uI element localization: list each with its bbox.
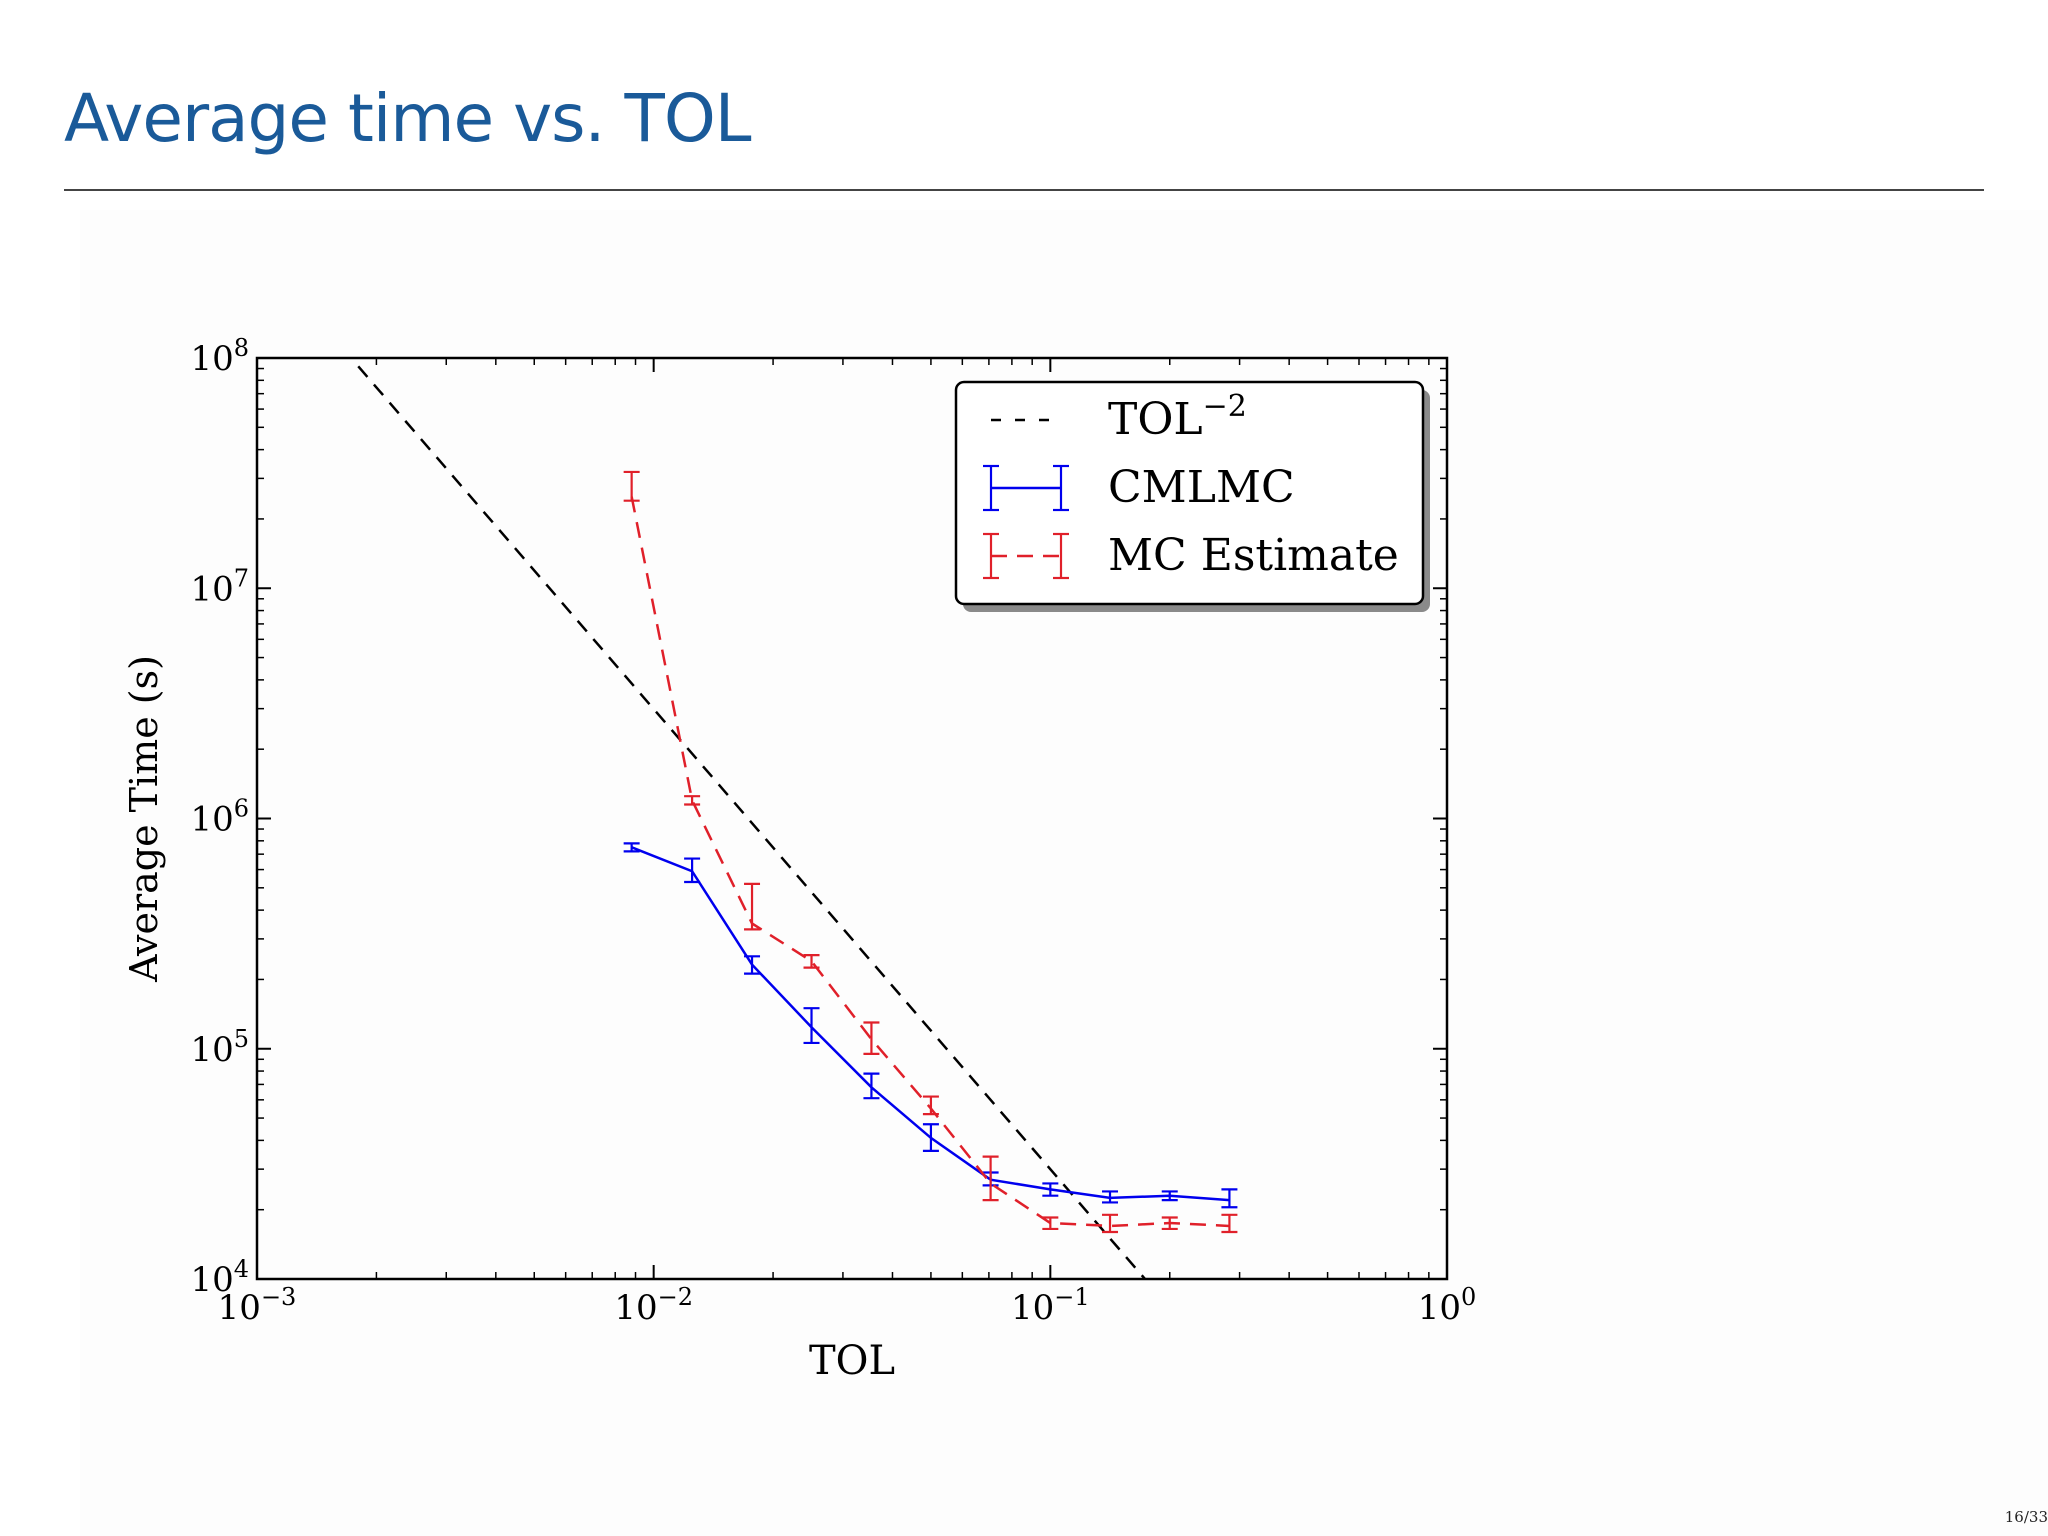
series-layer bbox=[357, 365, 1238, 1279]
x-tick-label: 10−2 bbox=[614, 1283, 693, 1328]
series-cmlmc bbox=[623, 842, 1238, 1209]
slide-title: Average time vs. TOL bbox=[64, 80, 752, 157]
x-axis-label: TOL bbox=[809, 1338, 895, 1384]
legend-label: MC Estimate bbox=[1108, 530, 1399, 581]
legend-label: CMLMC bbox=[1108, 462, 1295, 513]
y-tick-label: 106 bbox=[190, 795, 249, 840]
legend-box bbox=[954, 380, 1425, 606]
series-mc-estimate bbox=[623, 470, 1238, 1234]
y-tick-label: 108 bbox=[190, 334, 249, 379]
title-divider bbox=[64, 189, 1984, 191]
y-tick-label: 107 bbox=[190, 564, 249, 609]
y-axis-label: Average Time (s) bbox=[122, 655, 166, 983]
axes-frame bbox=[255, 356, 1449, 1281]
series-tol-2 bbox=[357, 365, 1147, 1279]
x-tick-label: 10−1 bbox=[1011, 1283, 1090, 1328]
plot-area: 10−3 10−2 10−1 100 104 105 106 107 108 TOL Avera… bbox=[80, 210, 2048, 1536]
page-number: 16/33 bbox=[2004, 1508, 2048, 1526]
series-line-tol-2 bbox=[357, 365, 1147, 1279]
x-tick-label: 100 bbox=[1418, 1283, 1477, 1328]
y-tick-label: 105 bbox=[190, 1025, 249, 1070]
